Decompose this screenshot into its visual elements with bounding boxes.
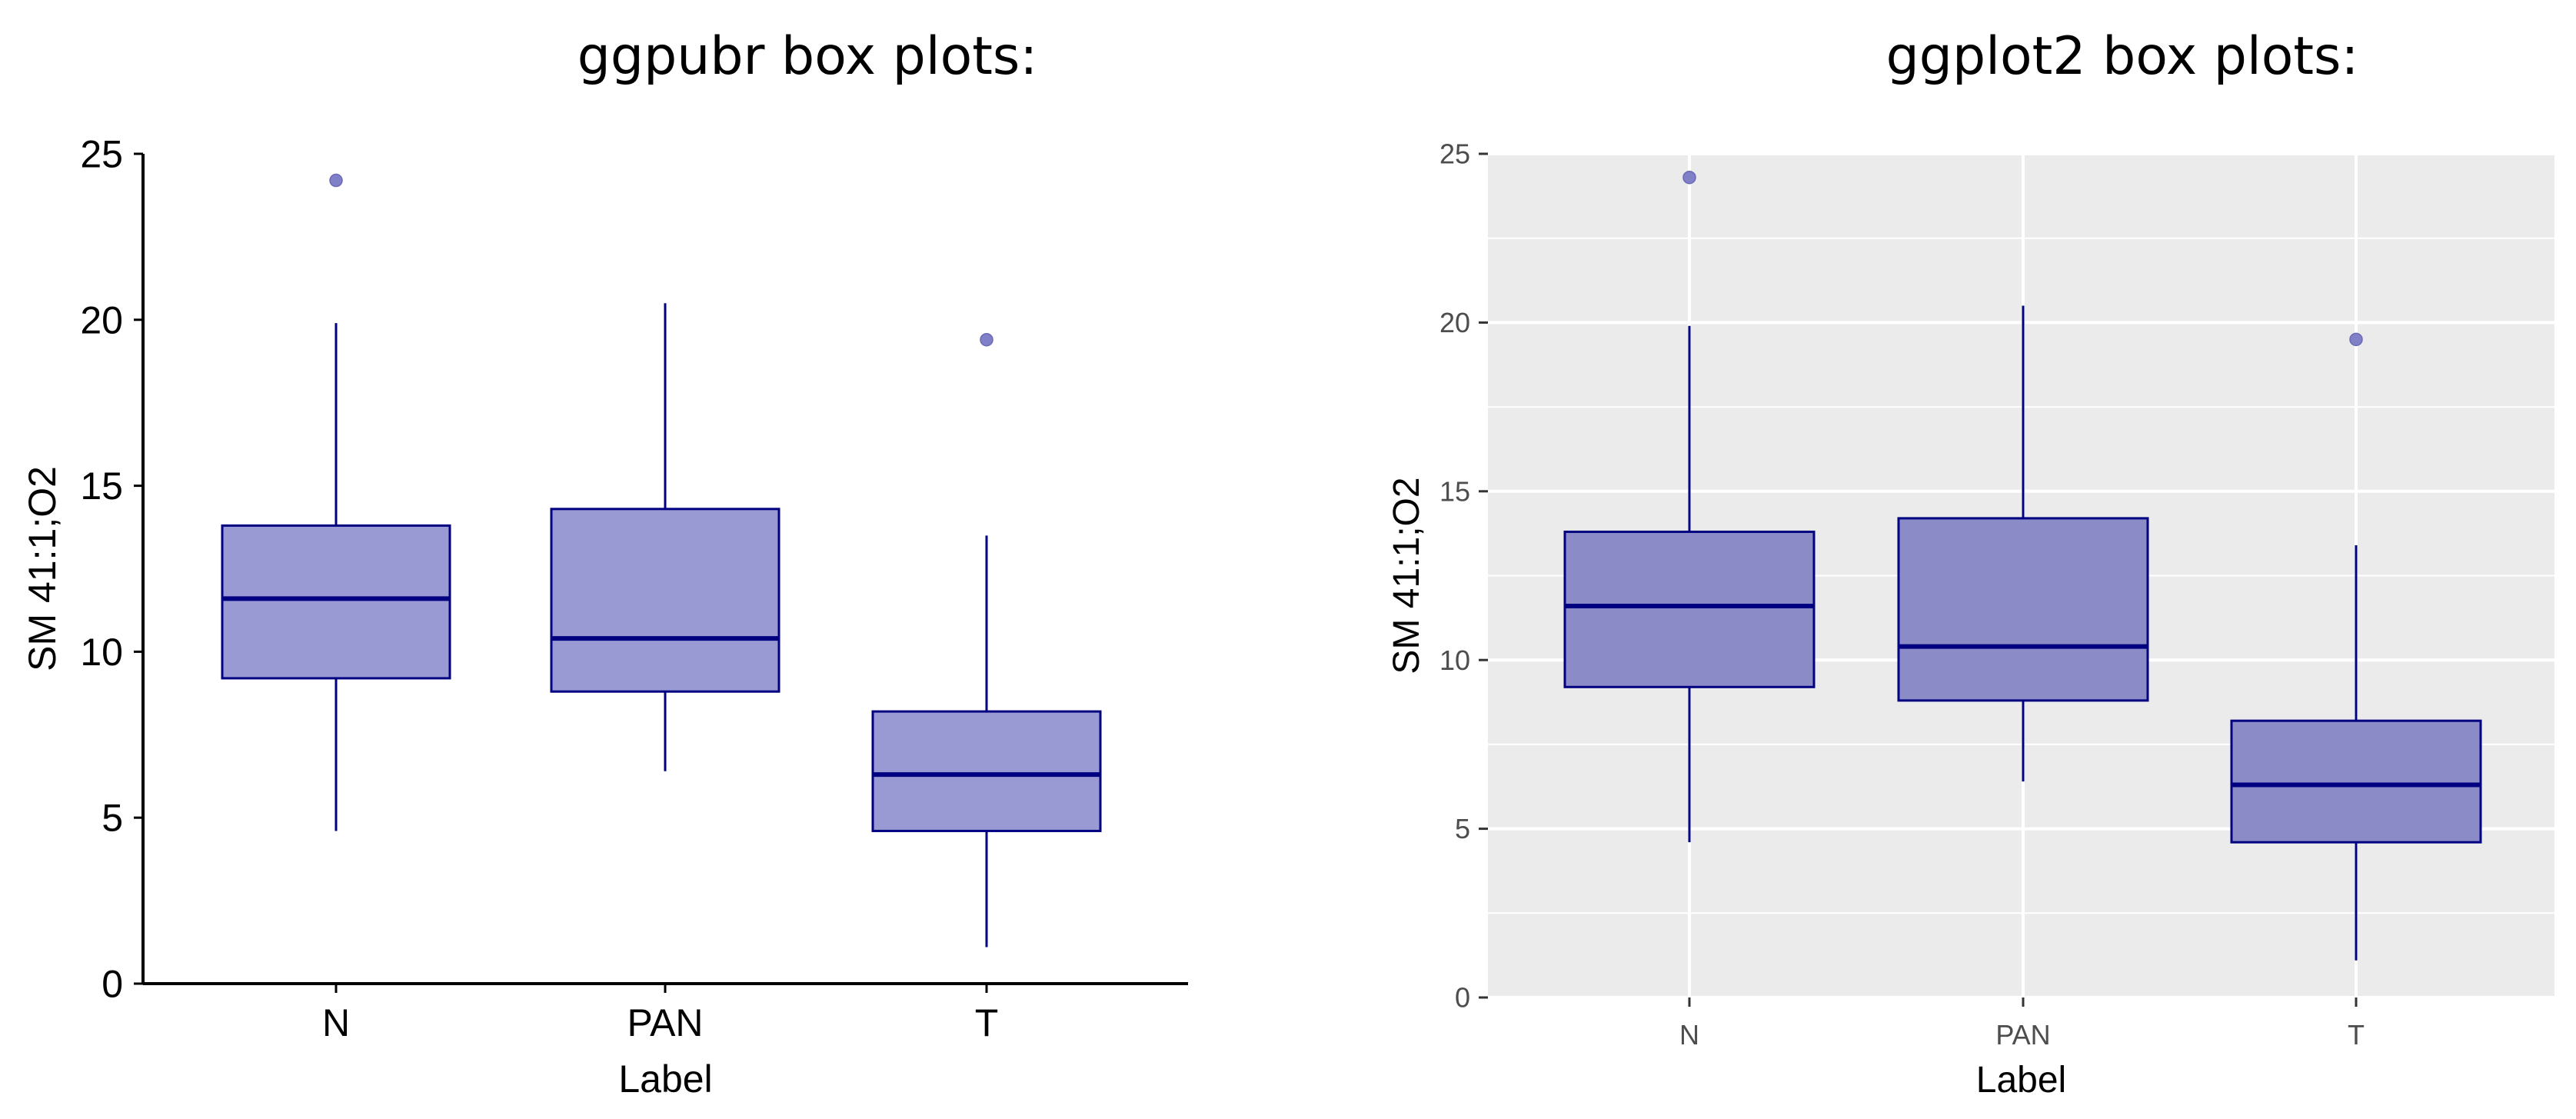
x-tick-label: N [322, 1001, 350, 1044]
x-tick-label: N [1679, 1019, 1699, 1051]
outlier-point [980, 332, 993, 347]
iqr-box [221, 524, 451, 680]
y-tick-label: 15 [1439, 475, 1470, 507]
y-tick-label: 10 [1439, 644, 1470, 676]
box-T [871, 332, 1102, 947]
x-tick-label: PAN [1995, 1019, 2050, 1051]
box-PAN [1897, 305, 2149, 782]
x-axis-label: Label [1976, 1060, 2066, 1101]
y-tick-label: 10 [80, 631, 123, 674]
ggplot2-chart: 0 5 10 15 20 25 N PAN T Label SM 41:1;O2 [1386, 138, 2554, 1101]
box-N [1563, 170, 1816, 843]
ggpubr-chart: 0 5 10 15 20 25 N PAN T Label SM 41:1;O2 [21, 133, 1188, 1101]
right-panel-title: ggplot2 box plots: [1885, 26, 2359, 87]
y-tick-label: 5 [102, 797, 123, 840]
outlier-point [2349, 332, 2363, 347]
box-N [221, 173, 451, 831]
box-T [2230, 332, 2482, 961]
box-PAN [550, 303, 780, 771]
left-panel-title: ggpubr box plots: [577, 26, 1038, 87]
iqr-box [2230, 719, 2482, 844]
y-tick-label: 15 [80, 465, 123, 508]
iqr-box [1563, 530, 1816, 688]
iqr-box [871, 710, 1102, 832]
y-tick-label: 5 [1455, 813, 1470, 844]
y-tick-label: 0 [1455, 982, 1470, 1014]
y-axis-label: SM 41:1;O2 [21, 466, 64, 671]
y-tick-label: 20 [1439, 307, 1470, 338]
x-tick-label: T [975, 1001, 999, 1044]
y-axis-label: SM 41:1;O2 [1386, 477, 1427, 674]
iqr-box [1897, 517, 2149, 702]
iqr-box [550, 508, 780, 693]
y-tick-label: 25 [1439, 138, 1470, 170]
outlier-point [329, 173, 343, 188]
y-tick-label: 0 [102, 963, 123, 1006]
x-tick-label: T [2348, 1019, 2365, 1051]
y-tick-label: 20 [80, 298, 123, 341]
y-tick-label: 25 [80, 133, 123, 176]
x-tick-label: PAN [627, 1001, 703, 1044]
outlier-point [1682, 170, 1696, 185]
x-axis-label: Label [618, 1057, 712, 1101]
